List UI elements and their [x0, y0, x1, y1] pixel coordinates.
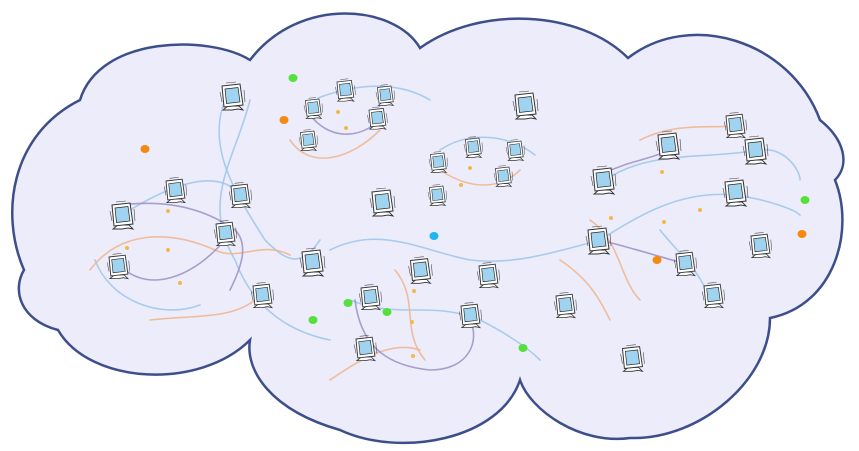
network-cloud-boundary	[11, 12, 845, 445]
cyan-status-dot-icon	[429, 232, 439, 240]
orange-status-dot-icon	[797, 230, 807, 238]
network-links	[89, 85, 801, 381]
green-status-dot-icon	[343, 299, 353, 307]
link-junction	[125, 246, 129, 250]
link-junction	[336, 110, 340, 114]
orange-status-dot-icon	[279, 116, 289, 124]
network-link	[439, 169, 521, 186]
link-junction	[468, 166, 472, 170]
link-junction	[662, 220, 666, 224]
network-link	[89, 236, 291, 271]
link-junction	[166, 248, 170, 252]
network-link	[599, 193, 801, 241]
network-link	[94, 259, 201, 311]
link-junction	[410, 320, 414, 324]
link-junctions	[125, 110, 702, 358]
link-junction	[698, 208, 702, 212]
link-junction	[344, 126, 348, 130]
network-link	[218, 99, 321, 260]
status-indicators	[140, 74, 810, 352]
network-link	[354, 299, 475, 371]
green-status-dot-icon	[518, 344, 528, 352]
link-junction	[166, 209, 170, 213]
green-status-dot-icon	[308, 316, 318, 324]
network-link	[394, 269, 426, 361]
network-link	[329, 238, 601, 263]
network-link	[149, 299, 256, 321]
network-link	[289, 129, 381, 159]
network-link	[219, 99, 331, 341]
network-link	[317, 85, 431, 101]
network-link	[604, 149, 801, 181]
network-link	[589, 219, 641, 301]
orange-status-dot-icon	[140, 145, 150, 153]
link-junction	[411, 354, 415, 358]
link-junction	[660, 170, 664, 174]
green-status-dot-icon	[288, 74, 298, 82]
green-status-dot-icon	[800, 196, 810, 204]
link-junction	[609, 216, 613, 220]
network-link	[559, 259, 611, 321]
network-link	[124, 239, 226, 281]
network-link	[439, 136, 536, 156]
green-status-dot-icon	[382, 308, 392, 316]
link-junction	[459, 183, 463, 187]
link-junction	[412, 289, 416, 293]
link-junction	[178, 281, 182, 285]
orange-status-dot-icon	[652, 256, 662, 264]
